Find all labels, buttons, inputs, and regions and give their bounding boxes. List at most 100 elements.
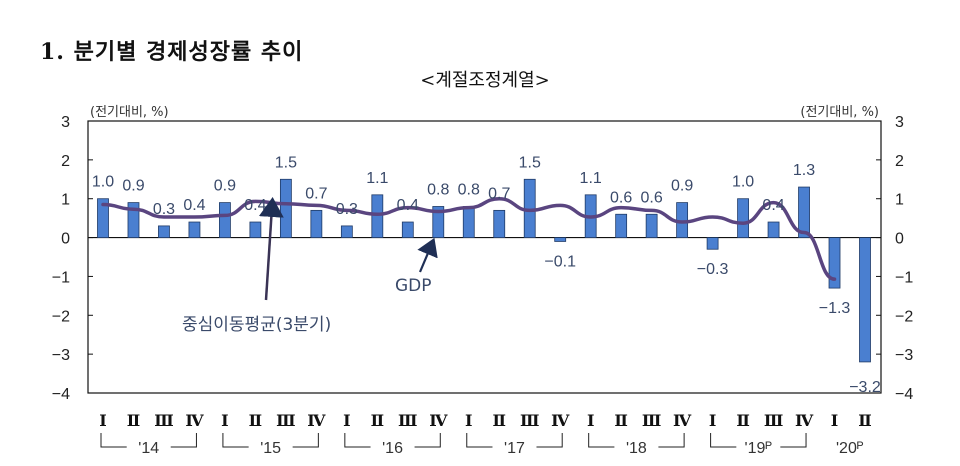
- quarter-label: Ⅲ: [276, 411, 295, 430]
- quarter-label: Ⅲ: [154, 411, 173, 430]
- gdp-bar: [97, 198, 109, 238]
- year-label: '17: [504, 440, 525, 457]
- annotations: 중심이동평균(3분기) GDP: [182, 197, 438, 335]
- value-label: 0.4: [244, 197, 266, 214]
- value-label: 0.3: [336, 201, 358, 218]
- moving-average-path: [101, 196, 837, 281]
- y-tick-label: −3: [52, 347, 70, 364]
- gdp-bar: [706, 237, 719, 250]
- quarter-label: Ⅳ: [673, 411, 692, 430]
- y-tick-label: 2: [61, 153, 70, 170]
- quarter-label: Ⅳ: [185, 411, 204, 430]
- quarter-label: Ⅱ: [736, 411, 749, 430]
- value-label: 0.6: [641, 189, 663, 206]
- gdp-bar: [798, 186, 810, 238]
- quarter-label: Ⅱ: [614, 411, 627, 430]
- left-unit-label: (전기대비, %): [90, 105, 169, 120]
- right-unit-label: (전기대비, %): [800, 105, 879, 120]
- gdp-bar: [219, 202, 231, 238]
- gdp-bar: [310, 209, 323, 238]
- value-label: 1.5: [275, 154, 297, 171]
- gdp-bar: [158, 225, 170, 238]
- value-label: −1.3: [819, 300, 851, 317]
- y-tick-label: 1: [61, 192, 70, 209]
- year-bracket: [588, 433, 615, 448]
- quarter-label: Ⅳ: [795, 411, 814, 430]
- year-bracket: [222, 433, 249, 448]
- quarter-label: Ⅱ: [492, 411, 505, 430]
- quarter-label: Ⅰ: [99, 411, 106, 430]
- quarter-label: Ⅳ: [307, 411, 326, 430]
- value-label: 1.1: [580, 170, 602, 187]
- value-label: 0.7: [305, 185, 327, 202]
- y-tick-label: 0: [61, 231, 70, 248]
- y-tick-label: −3: [895, 347, 913, 364]
- gdp-bar: [371, 194, 384, 238]
- quarter-label: Ⅰ: [587, 411, 594, 430]
- value-labels: 1.0 0.9 0.3 0.4 0.9 0.4 1.5 0.7 0.3 1.1 0.4 0.8 0.8 0…: [92, 154, 881, 396]
- quarter-label: Ⅱ: [371, 411, 384, 430]
- moving-average-arrow: [258, 197, 284, 301]
- quarter-label: Ⅲ: [642, 411, 661, 430]
- quarter-label: Ⅰ: [709, 411, 716, 430]
- y-axis-right: 3 2 1 0 −1 −2 −3 −4: [876, 114, 913, 403]
- moving-average-annotation: 중심이동평균(3분기): [182, 315, 331, 335]
- gdp-bar: [401, 221, 414, 238]
- quarter-label: Ⅱ: [127, 411, 140, 430]
- value-label: 0.7: [488, 185, 510, 202]
- year-label: '14: [138, 440, 159, 457]
- x-axis: Ⅰ Ⅱ Ⅲ Ⅳ Ⅰ Ⅱ Ⅲ Ⅳ Ⅰ Ⅱ Ⅲ Ⅳ Ⅰ Ⅱ Ⅲ Ⅳ Ⅰ Ⅱ Ⅲ Ⅳ Ⅰ Ⅱ Ⅲ Ⅳ Ⅰ Ⅱ'14'15'16'17'1…: [99, 411, 871, 457]
- y-tick-label: −2: [52, 308, 70, 325]
- quarter-label: Ⅲ: [398, 411, 417, 430]
- gdp-bar: [127, 202, 140, 238]
- quarter-label: Ⅰ: [831, 411, 838, 430]
- year-bracket: [710, 433, 737, 448]
- value-label: 0.8: [427, 181, 449, 198]
- value-label: 0.9: [214, 178, 236, 195]
- year-bracket: [466, 433, 493, 448]
- year-bracket: [780, 433, 807, 448]
- y-axis-left: 3 2 1 0 −1 −2 −3 −4: [52, 114, 93, 403]
- plot-border: [87, 120, 882, 394]
- quarter-label: Ⅰ: [343, 411, 350, 430]
- gdp-bar: [340, 225, 353, 238]
- gdp-bar: [279, 178, 292, 238]
- quarter-label: Ⅰ: [221, 411, 228, 430]
- value-label: 1.5: [519, 154, 541, 171]
- year-label: '16: [382, 440, 403, 457]
- year-bracket: [344, 433, 371, 448]
- quarter-label: Ⅲ: [520, 411, 539, 430]
- year-label: '18: [626, 440, 647, 457]
- value-label: 1.1: [366, 170, 388, 187]
- quarter-label: Ⅱ: [858, 411, 871, 430]
- value-label: 0.9: [671, 178, 693, 195]
- year-bracket: [536, 433, 563, 448]
- value-label: 1.0: [732, 174, 754, 191]
- gdp-bars: [97, 178, 871, 363]
- gdp-bar: [188, 221, 201, 238]
- gdp-bar: [737, 198, 749, 238]
- gdp-bar: [462, 206, 475, 238]
- value-label: 0.4: [397, 197, 419, 214]
- value-label: 0.6: [610, 189, 632, 206]
- gdp-arrow: [417, 237, 438, 273]
- gdp-bar: [767, 221, 780, 238]
- value-label: 0.4: [183, 197, 205, 214]
- value-label: 0.9: [122, 178, 144, 195]
- quarter-label: Ⅲ: [764, 411, 783, 430]
- y-tick-label: 3: [895, 114, 904, 131]
- gdp-bar: [554, 237, 567, 242]
- value-label: 1.3: [793, 162, 815, 179]
- plot-frame: [87, 120, 882, 394]
- year-bracket: [292, 433, 319, 448]
- year-bracket: [100, 433, 127, 448]
- y-tick-label: 2: [895, 153, 904, 170]
- y-tick-label: 0: [895, 231, 904, 248]
- value-label: 0.3: [153, 201, 175, 218]
- value-label: 0.4: [762, 197, 784, 214]
- page-title: 1. 분기별 경제성장률 추이: [40, 39, 304, 65]
- y-tick-label: −2: [895, 308, 913, 325]
- chart-subtitle: <계절조정계열>: [420, 70, 550, 91]
- gdp-bar: [859, 237, 871, 363]
- y-tick-label: 3: [61, 114, 70, 131]
